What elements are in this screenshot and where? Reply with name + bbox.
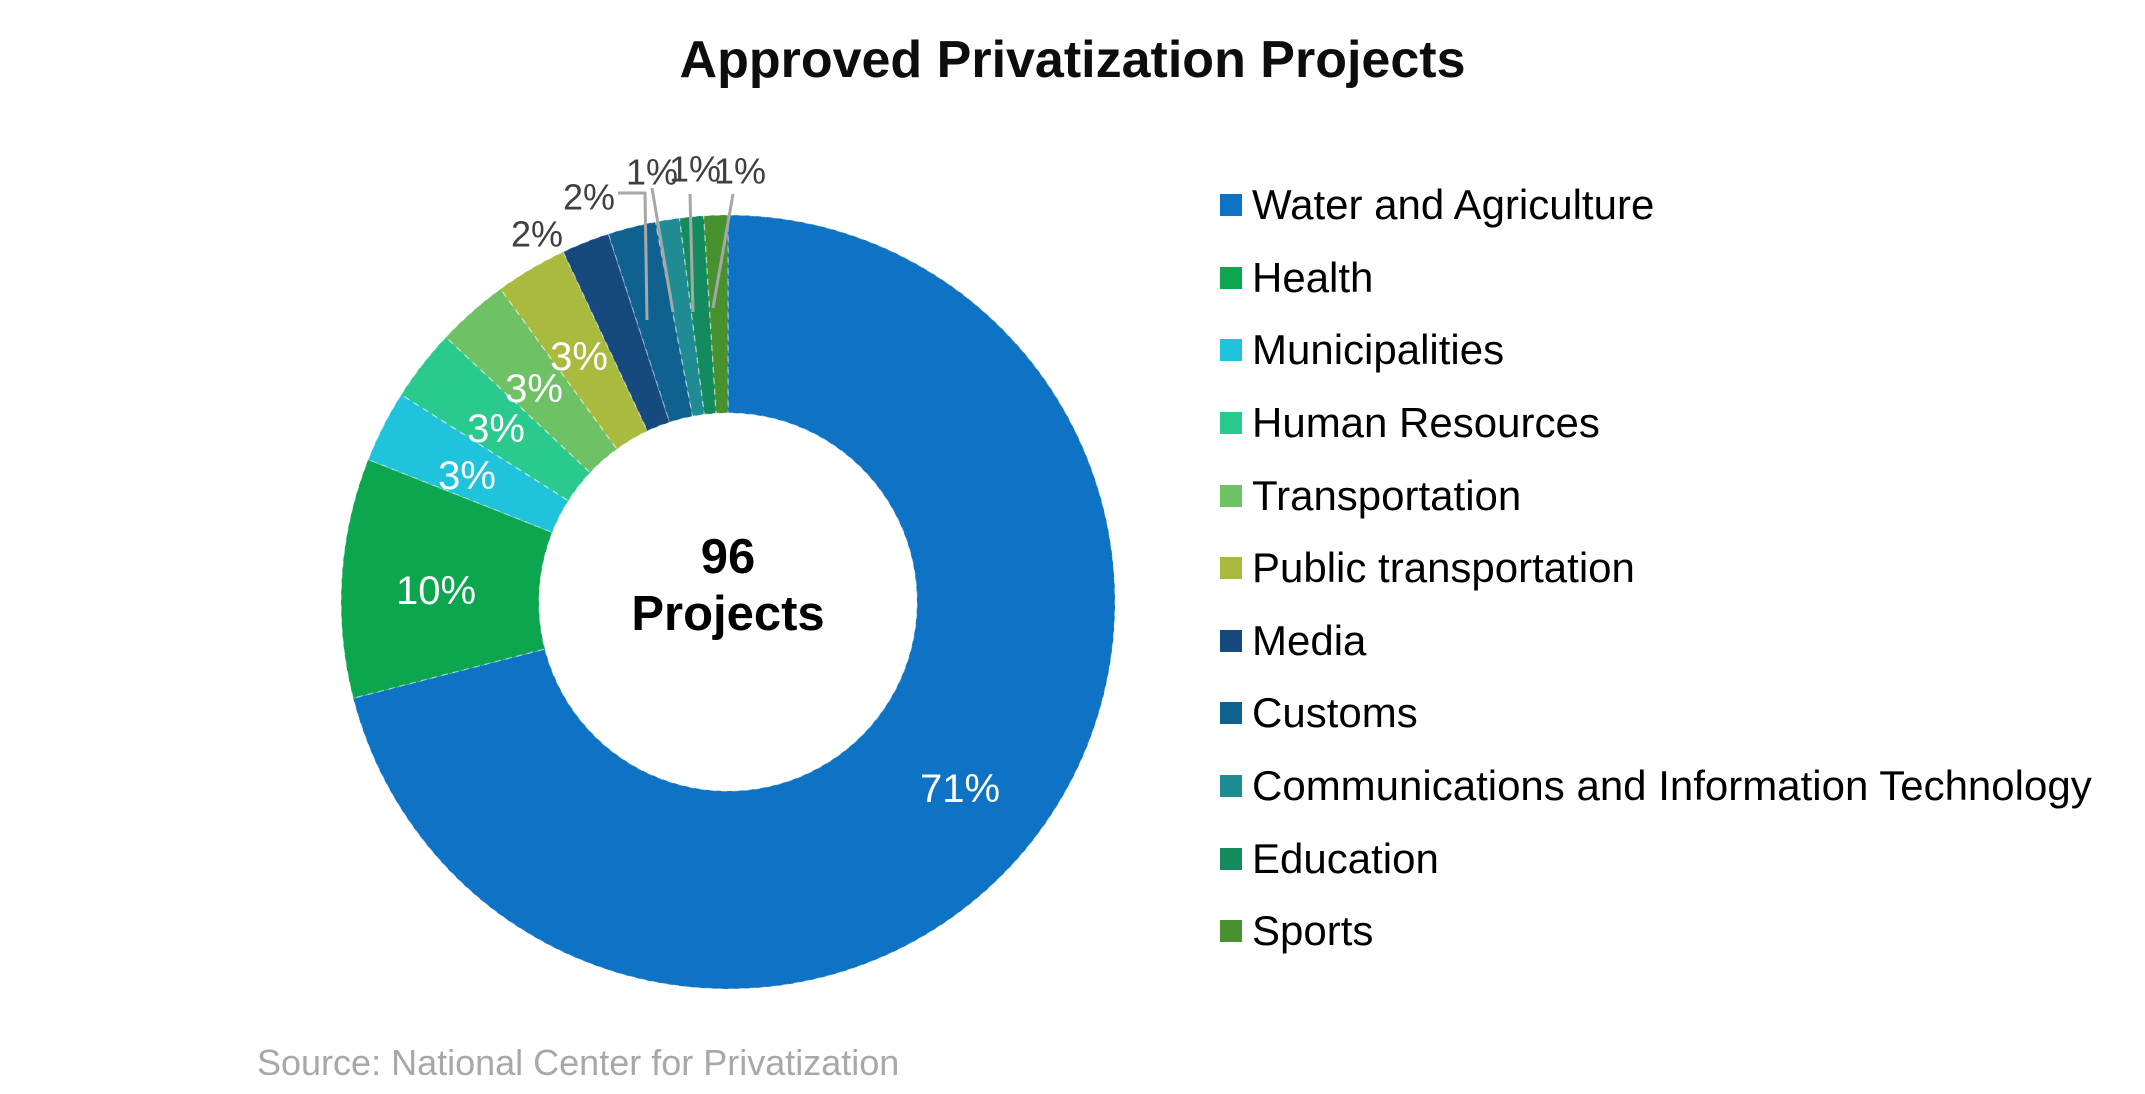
legend-item-2: Municipalities <box>1220 314 2092 387</box>
leader-line-0 <box>618 191 649 321</box>
center-total-unit: Projects <box>631 587 825 641</box>
legend-item-0: Water and Agriculture <box>1220 169 2092 242</box>
slice-label-inside-1: 10% <box>396 569 476 613</box>
slice-labels: 71%10%3%3%3%3%2%2%1%1%1% <box>396 149 1000 811</box>
legend-label: Communications and Information Technolog… <box>1252 762 2092 810</box>
slice-label-outside-9: 1% <box>669 149 721 190</box>
slice-label-outside-8: 1% <box>626 152 678 193</box>
chart-title: Approved Privatization Projects <box>679 31 1466 89</box>
leader-line-1 <box>650 187 675 313</box>
slice-label-outside-6: 2% <box>511 214 563 255</box>
slice-label-inside-2: 3% <box>438 454 496 498</box>
legend-swatch-icon <box>1220 412 1242 435</box>
legend-label: Human Resources <box>1252 399 1600 447</box>
slice-label-outside-10: 1% <box>714 151 766 192</box>
donut-slice-0 <box>352 214 1116 990</box>
donut-slice-3 <box>400 336 592 502</box>
donut-slice-5 <box>499 251 649 450</box>
legend-swatch-icon <box>1220 847 1242 870</box>
donut-center-label: 96 Projects <box>631 529 824 643</box>
donut-slice-4 <box>445 288 618 474</box>
legend-item-10: Sports <box>1220 895 2092 968</box>
legend-swatch-icon <box>1220 629 1242 652</box>
slice-label-inside-0: 71% <box>920 767 1000 811</box>
center-total-value: 96 <box>700 530 756 584</box>
slice-label-inside-4: 3% <box>505 367 563 411</box>
legend-label: Health <box>1252 253 1374 301</box>
source-note: Source: National Center for Privatizatio… <box>257 1042 900 1083</box>
legend-swatch-icon <box>1220 194 1242 217</box>
legend-item-7: Customs <box>1220 677 2092 750</box>
leader-line-3 <box>711 193 735 309</box>
legend-label: Water and Agriculture <box>1252 181 1655 229</box>
legend-swatch-icon <box>1220 702 1242 725</box>
legend-swatch-icon <box>1220 484 1242 507</box>
leader-line-2 <box>688 193 695 313</box>
legend-item-1: Health <box>1220 242 2092 315</box>
legend-label: Customs <box>1252 689 1418 737</box>
legend-label: Public transportation <box>1252 544 1635 592</box>
legend-item-6: Media <box>1220 605 2092 678</box>
donut-slice-1 <box>340 458 554 699</box>
legend-swatch-icon <box>1220 775 1242 798</box>
legend-label: Transportation <box>1252 471 1522 519</box>
legend-swatch-icon <box>1220 920 1242 943</box>
legend-label: Sports <box>1252 907 1374 955</box>
label-leader-lines <box>618 187 735 321</box>
chart-legend: Water and Agriculture Health Municipalitie… <box>1220 169 2092 968</box>
legend-label: Media <box>1252 616 1367 664</box>
legend-item-3: Human Resources <box>1220 387 2092 460</box>
legend-label: Education <box>1252 834 1439 882</box>
slice-label-inside-5: 3% <box>550 335 608 379</box>
legend-item-5: Public transportation <box>1220 532 2092 605</box>
donut-slices <box>340 214 1116 990</box>
legend-label: Municipalities <box>1252 326 1505 374</box>
donut-slice-2 <box>367 393 570 534</box>
legend-item-9: Education <box>1220 822 2092 895</box>
legend-swatch-icon <box>1220 557 1242 580</box>
legend-item-8: Communications and Information Technolog… <box>1220 750 2092 823</box>
slice-label-inside-3: 3% <box>467 407 525 451</box>
legend-swatch-icon <box>1220 266 1242 289</box>
legend-item-4: Transportation <box>1220 459 2092 532</box>
slice-label-outside-7: 2% <box>563 177 615 218</box>
legend-swatch-icon <box>1220 339 1242 362</box>
